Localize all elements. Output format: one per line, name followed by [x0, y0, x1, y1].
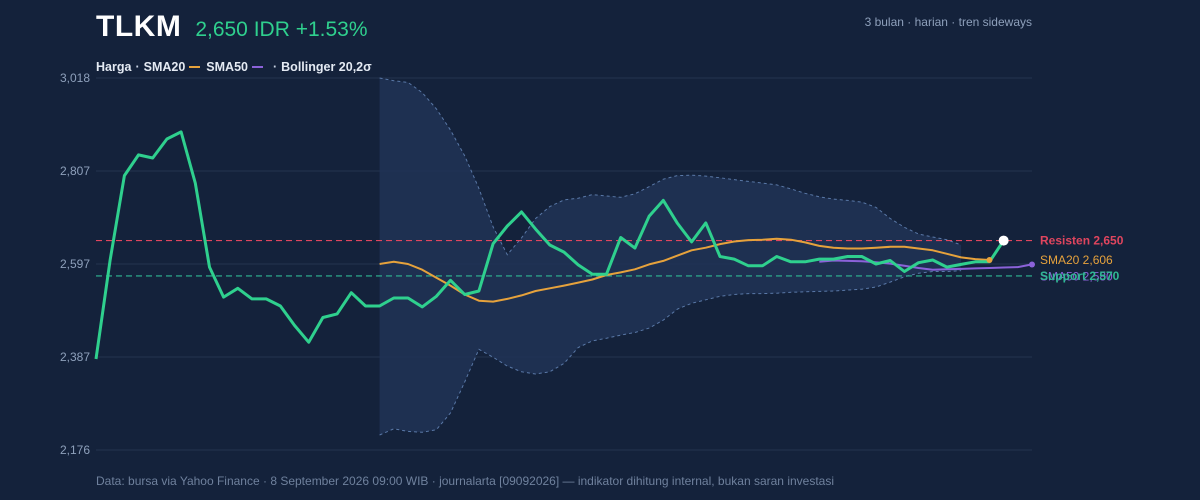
legend-sma20-swatch [189, 66, 201, 68]
legend-sma50-swatch [251, 66, 263, 68]
legend-separator: · [272, 60, 278, 74]
y-tick-label: 2,176 [60, 443, 90, 457]
legend-separator: · [135, 60, 140, 74]
bollinger-lower-line [379, 270, 962, 436]
bollinger-upper-line [379, 77, 962, 256]
chart-header: TLKM 2,650 IDR +1.53% [96, 10, 368, 44]
legend-sma20-label: SMA20 [143, 60, 186, 74]
legend-bollinger-label: Bollinger 20,2σ [281, 60, 372, 74]
chart-legend: Harga · SMA20 SMA50 · Bollinger 20,2σ [96, 60, 372, 74]
y-tick-label: 3,018 [60, 71, 90, 85]
ticker-symbol: TLKM [96, 10, 182, 43]
price-line [94, 130, 1005, 360]
sma50-end-dot [1029, 261, 1035, 268]
bollinger-band-fill [379, 78, 962, 435]
y-tick-label: 2,807 [60, 164, 90, 178]
sma20-end-label: SMA20 2,606 [1040, 253, 1113, 267]
level-lines-layer [96, 239, 1032, 277]
y-tick-label: 2,387 [60, 350, 90, 364]
source-footnote: Data: bursa via Yahoo Finance · 8 Septem… [96, 474, 834, 488]
sma20-line [379, 237, 990, 303]
sma20-end-dot [986, 257, 993, 264]
period-description: 3 bulan · harian · tren sideways [864, 15, 1032, 29]
series-layer [94, 130, 1033, 360]
price-change: 2,650 IDR +1.53% [195, 18, 368, 41]
legend-sma50-label: SMA50 [206, 60, 248, 74]
sma50-line [819, 259, 1033, 271]
legend-price-label: Harga [96, 60, 132, 74]
price-end-dot [998, 235, 1009, 246]
bollinger-band-layer [379, 77, 962, 436]
support-label: Support 2,570 [1040, 269, 1120, 283]
y-tick-label: 2,597 [60, 257, 90, 271]
resistance-label: Resisten 2,650 [1040, 234, 1124, 248]
sma50-end-label: SMA50 2,580 [1040, 270, 1113, 284]
